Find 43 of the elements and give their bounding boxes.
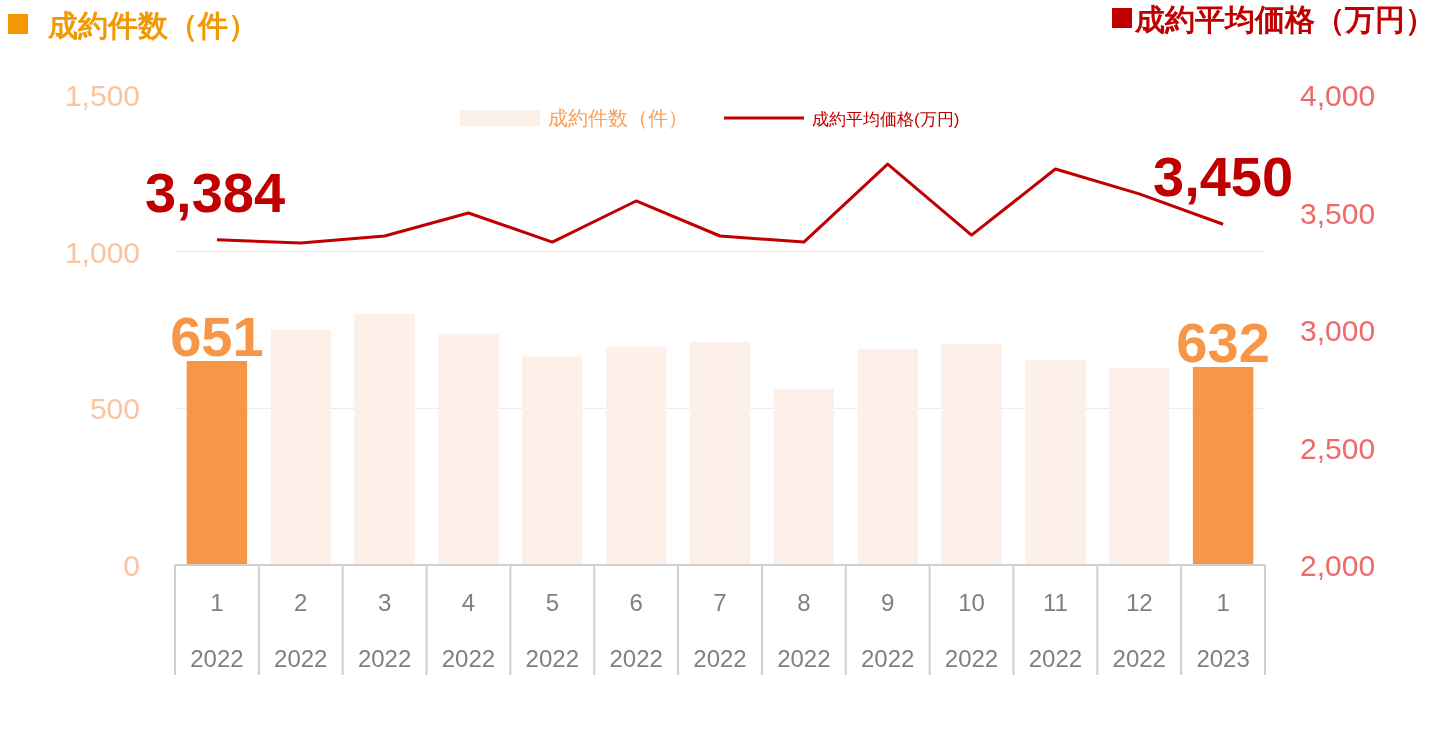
- category-label: 9 2022: [861, 589, 915, 672]
- category-label: 1 2022: [190, 589, 244, 672]
- bar: [689, 341, 751, 565]
- y-tick-label: 0: [123, 549, 140, 582]
- category-label: 12 2022: [1112, 589, 1166, 672]
- bar: [773, 388, 835, 565]
- data-label: 3,450: [1153, 145, 1294, 209]
- data-label: 3,384: [144, 160, 286, 224]
- bar: [857, 348, 918, 565]
- category-label: 5 2022: [525, 589, 579, 672]
- bar: [1025, 359, 1086, 565]
- bar: [1109, 367, 1170, 565]
- bar: [1192, 366, 1254, 565]
- bar: [605, 346, 667, 565]
- y2-tick-label: 2,000: [1300, 549, 1376, 582]
- bar: [186, 361, 248, 565]
- bar: [941, 343, 1002, 565]
- category-label: 10 2022: [944, 589, 999, 672]
- y2-axis-title: 成約平均価格（万円）: [1134, 3, 1435, 36]
- bar: [438, 333, 499, 565]
- data-label: 632: [1176, 310, 1270, 374]
- bar: [270, 329, 331, 565]
- legend-label: 成約平均価格(万円): [812, 110, 960, 129]
- y2-tick-label: 2,500: [1300, 431, 1376, 465]
- category-label: 4 2022: [441, 589, 496, 672]
- bar: [354, 313, 415, 565]
- y2-tick-label: 3,500: [1300, 196, 1376, 230]
- y-tick-label: 1,500: [64, 79, 140, 112]
- category-label: 11 2022: [1028, 589, 1083, 672]
- category-label: 8 2022: [777, 589, 831, 672]
- category-label: 2 2022: [274, 589, 328, 672]
- category-label: 6 2022: [609, 589, 663, 672]
- category-label: 7 2022: [693, 589, 747, 672]
- legend-label: 成約件数（件）: [548, 107, 688, 129]
- y-tick-label: 500: [89, 392, 140, 426]
- y-tick-label: 1,000: [64, 235, 140, 269]
- category-label: 1 2023: [1196, 589, 1250, 672]
- data-label: 651: [170, 305, 264, 369]
- y2-tick-label: 3,000: [1300, 314, 1376, 347]
- y-axis-title: 成約件数（件）: [47, 9, 258, 42]
- bar: [522, 356, 583, 565]
- category-label: 3 2022: [357, 589, 412, 672]
- y2-tick-label: 4,000: [1300, 79, 1376, 112]
